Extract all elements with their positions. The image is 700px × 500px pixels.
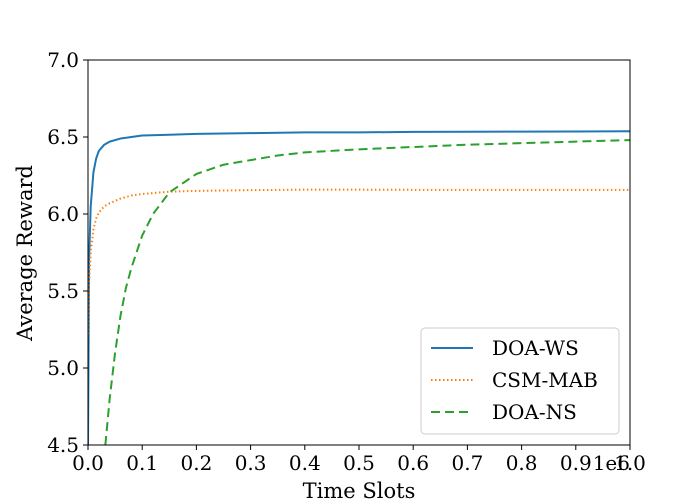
- legend-label-csm-mab: CSM-MAB: [492, 368, 598, 392]
- legend-box: [420, 327, 620, 435]
- x-tick-label: 0.5: [343, 451, 375, 475]
- x-tick-label: 0.3: [235, 451, 267, 475]
- x-tick-label: 0.6: [397, 451, 429, 475]
- y-axis-label: Average Reward: [13, 165, 37, 342]
- x-offset-label: 1e6: [593, 451, 630, 475]
- y-tick-label: 6.0: [47, 202, 79, 226]
- legend-label-doa-ns: DOA-NS: [492, 400, 577, 424]
- y-tick-label: 5.5: [47, 279, 79, 303]
- x-axis-label: Time Slots: [303, 479, 416, 500]
- x-tick-label: 0.8: [506, 451, 538, 475]
- series-layer: [88, 130, 630, 445]
- x-axis: 0.0 0.1 0.2 0.3 0.4 0.5 0.6 0.7 0.8 0.9 1.0: [72, 445, 646, 475]
- x-tick-label: 0.7: [451, 451, 483, 475]
- legend: DOA-WS CSM-MAB DOA-NS: [420, 327, 620, 435]
- y-tick-label: 4.5: [47, 433, 79, 457]
- y-tick-label: 5.0: [47, 356, 79, 380]
- y-axis: 4.5 5.0 5.5 6.0 6.5 7.0: [47, 48, 88, 457]
- series-line-doa-ws: [88, 130, 630, 445]
- legend-label-doa-ws: DOA-WS: [492, 336, 579, 360]
- x-tick-label: 0.1: [126, 451, 158, 475]
- x-tick-label: 1.0: [614, 451, 646, 475]
- x-tick-label: 0.2: [180, 451, 212, 475]
- x-tick-label: 0.0: [72, 451, 104, 475]
- y-tick-label: 6.5: [47, 125, 79, 149]
- series-line-csm-mab: [88, 188, 630, 335]
- series-line-doa-ns: [104, 139, 630, 445]
- y-tick-label: 7.0: [47, 48, 79, 72]
- x-tick-label: 0.4: [289, 451, 321, 475]
- x-tick-label: 0.9: [560, 451, 592, 475]
